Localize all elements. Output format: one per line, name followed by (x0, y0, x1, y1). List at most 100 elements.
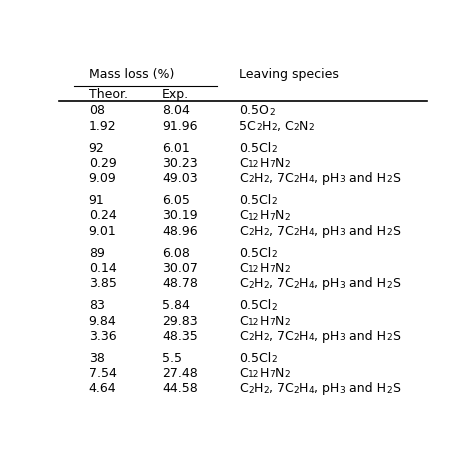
Text: H: H (259, 157, 269, 170)
Text: S: S (392, 330, 400, 343)
Text: 83: 83 (89, 299, 104, 312)
Text: N: N (274, 262, 284, 275)
Text: 7: 7 (269, 213, 274, 222)
Text: H: H (259, 367, 269, 380)
Text: and H: and H (345, 383, 386, 395)
Text: 6.08: 6.08 (162, 246, 190, 260)
Text: 0.5O: 0.5O (239, 104, 269, 118)
Text: 2: 2 (386, 175, 392, 184)
Text: 2: 2 (284, 160, 290, 169)
Text: 29.83: 29.83 (162, 315, 198, 328)
Text: , 7C: , 7C (269, 383, 293, 395)
Text: S: S (392, 383, 400, 395)
Text: and H: and H (345, 172, 386, 185)
Text: 2: 2 (263, 175, 269, 184)
Text: H: H (254, 383, 263, 395)
Text: 2: 2 (272, 197, 277, 206)
Text: 2: 2 (284, 265, 290, 274)
Text: 2: 2 (272, 302, 277, 311)
Text: , 7C: , 7C (269, 330, 293, 343)
Text: 2: 2 (293, 228, 299, 237)
Text: 9.09: 9.09 (89, 172, 117, 185)
Text: 2: 2 (386, 281, 392, 290)
Text: H: H (259, 315, 269, 328)
Text: 4: 4 (309, 386, 314, 395)
Text: 2: 2 (248, 333, 254, 342)
Text: 2: 2 (272, 145, 277, 154)
Text: Leaving species: Leaving species (239, 68, 339, 81)
Text: 2: 2 (386, 333, 392, 342)
Text: C: C (239, 367, 248, 380)
Text: 0.29: 0.29 (89, 157, 117, 170)
Text: , pH: , pH (314, 172, 339, 185)
Text: 2: 2 (272, 250, 277, 259)
Text: 38: 38 (89, 352, 104, 365)
Text: H: H (299, 383, 309, 395)
Text: 2: 2 (256, 123, 262, 132)
Text: 6.05: 6.05 (162, 194, 190, 207)
Text: H: H (259, 262, 269, 275)
Text: Mass loss (%): Mass loss (%) (89, 68, 174, 81)
Text: 2: 2 (248, 386, 254, 395)
Text: 2: 2 (263, 333, 269, 342)
Text: C: C (239, 172, 248, 185)
Text: 3.36: 3.36 (89, 330, 116, 343)
Text: 08: 08 (89, 104, 105, 118)
Text: 0.5Cl: 0.5Cl (239, 352, 272, 365)
Text: 4: 4 (309, 228, 314, 237)
Text: H: H (254, 277, 263, 291)
Text: 4: 4 (309, 281, 314, 290)
Text: 4: 4 (309, 333, 314, 342)
Text: 5.5: 5.5 (162, 352, 182, 365)
Text: 48.35: 48.35 (162, 330, 198, 343)
Text: , pH: , pH (314, 225, 339, 238)
Text: , pH: , pH (314, 383, 339, 395)
Text: H: H (259, 210, 269, 222)
Text: 2: 2 (248, 281, 254, 290)
Text: N: N (274, 367, 284, 380)
Text: H: H (299, 172, 309, 185)
Text: , 7C: , 7C (269, 172, 293, 185)
Text: 0.5Cl: 0.5Cl (239, 194, 272, 207)
Text: 49.03: 49.03 (162, 172, 198, 185)
Text: 2: 2 (284, 318, 290, 327)
Text: 2: 2 (263, 228, 269, 237)
Text: C: C (239, 225, 248, 238)
Text: 2: 2 (284, 213, 290, 222)
Text: N: N (299, 119, 309, 133)
Text: C: C (239, 383, 248, 395)
Text: Theor.: Theor. (89, 88, 128, 101)
Text: 2: 2 (272, 355, 277, 364)
Text: 0.14: 0.14 (89, 262, 117, 275)
Text: 12: 12 (248, 265, 259, 274)
Text: H: H (299, 225, 309, 238)
Text: 2: 2 (263, 281, 269, 290)
Text: S: S (392, 277, 400, 291)
Text: 30.23: 30.23 (162, 157, 198, 170)
Text: 7.54: 7.54 (89, 367, 117, 380)
Text: , 7C: , 7C (269, 277, 293, 291)
Text: 6.01: 6.01 (162, 142, 190, 155)
Text: H: H (299, 277, 309, 291)
Text: N: N (274, 210, 284, 222)
Text: 3: 3 (339, 228, 345, 237)
Text: 2: 2 (263, 386, 269, 395)
Text: 5.84: 5.84 (162, 299, 190, 312)
Text: H: H (262, 119, 271, 133)
Text: 2: 2 (293, 333, 299, 342)
Text: C: C (239, 210, 248, 222)
Text: 2: 2 (269, 108, 275, 117)
Text: 0.5Cl: 0.5Cl (239, 142, 272, 155)
Text: 2: 2 (284, 370, 290, 379)
Text: 9.01: 9.01 (89, 225, 117, 238)
Text: 48.96: 48.96 (162, 225, 198, 238)
Text: H: H (254, 330, 263, 343)
Text: Exp.: Exp. (162, 88, 189, 101)
Text: C: C (239, 277, 248, 291)
Text: 91.96: 91.96 (162, 119, 198, 133)
Text: 4.64: 4.64 (89, 383, 116, 395)
Text: 44.58: 44.58 (162, 383, 198, 395)
Text: 0.5Cl: 0.5Cl (239, 246, 272, 260)
Text: 3: 3 (339, 333, 345, 342)
Text: 7: 7 (269, 160, 274, 169)
